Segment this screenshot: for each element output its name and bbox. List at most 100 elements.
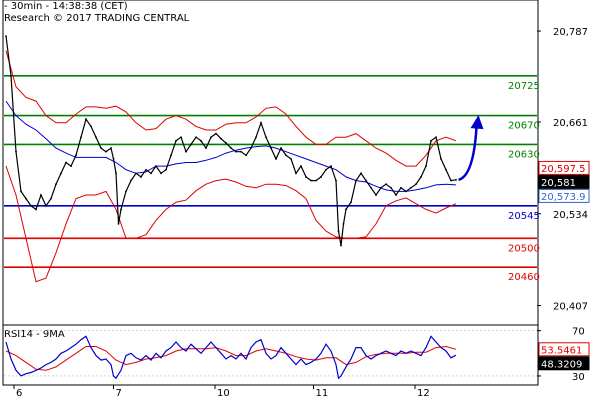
price-point bbox=[215, 132, 217, 135]
rsi-tag-rsi_ma-box bbox=[538, 342, 590, 357]
price-point bbox=[375, 194, 377, 196]
price-point bbox=[220, 137, 222, 140]
axis-group: 20,787 20,661 20,534 20,407 70 30 bbox=[537, 27, 588, 383]
price-point bbox=[425, 165, 427, 168]
price-point bbox=[95, 136, 97, 139]
x-axis-label-12: 12 bbox=[417, 388, 430, 399]
price-point bbox=[420, 176, 422, 178]
value-tags-group: 20,597.5 20,581 20,573.9 53.5461 48.3209 bbox=[538, 160, 590, 371]
price-point bbox=[405, 190, 407, 193]
forecast-arrow-head bbox=[470, 115, 484, 130]
price-point bbox=[135, 172, 137, 175]
level-label-20460: 20460 bbox=[508, 272, 540, 283]
price-tag-ma_label-label: 20,573.9 bbox=[541, 192, 586, 203]
price-tag-last-box bbox=[538, 174, 590, 189]
chart-timeframe-label: - 30min - 14:38:38 (CET) bbox=[4, 1, 128, 12]
price-point bbox=[200, 139, 202, 142]
price-tag-price_label-label: 20,597.5 bbox=[541, 164, 586, 175]
price-point bbox=[70, 165, 72, 168]
rsi-title: RSI14 - 9MA bbox=[4, 329, 65, 340]
price-point bbox=[342, 222, 345, 225]
price-series-line bbox=[5, 36, 457, 246]
price-point bbox=[315, 179, 317, 182]
price-point bbox=[60, 172, 62, 175]
x-axis-label-6: 6 bbox=[16, 388, 22, 399]
price-point bbox=[185, 150, 187, 153]
price-point bbox=[450, 179, 452, 182]
copyright-label: Research © 2017 TRADING CENTRAL bbox=[4, 13, 190, 24]
price-axis-label-20,407: 20,407 bbox=[553, 302, 588, 313]
price-point bbox=[110, 147, 112, 149]
price-point bbox=[250, 147, 252, 149]
price-point bbox=[205, 147, 207, 149]
level-label-20670: 20670 bbox=[508, 121, 540, 132]
level-label-20725: 20725 bbox=[508, 81, 540, 92]
level-label-20630: 20630 bbox=[508, 149, 540, 160]
price-point bbox=[295, 172, 297, 175]
price-axis-label-20,534: 20,534 bbox=[553, 210, 588, 221]
price-point bbox=[385, 183, 387, 186]
x-axis-label-10: 10 bbox=[217, 388, 230, 399]
price-point bbox=[390, 186, 392, 189]
price-point bbox=[20, 190, 22, 193]
price-tag-price_label-box bbox=[538, 160, 590, 175]
price-point bbox=[290, 157, 292, 160]
rsi-line bbox=[5, 335, 457, 380]
price-point bbox=[365, 179, 367, 182]
price-point bbox=[225, 142, 227, 144]
x-axis-label-11: 11 bbox=[316, 388, 329, 399]
price-point bbox=[370, 186, 372, 189]
price-point bbox=[130, 179, 132, 182]
price-point bbox=[175, 139, 177, 142]
price-point bbox=[230, 147, 232, 149]
price-point bbox=[395, 194, 397, 196]
price-point bbox=[65, 161, 67, 164]
moving-average-line bbox=[5, 100, 457, 192]
price-group bbox=[5, 35, 457, 247]
price-point bbox=[85, 118, 87, 121]
price-point bbox=[435, 136, 437, 139]
price-point bbox=[340, 244, 342, 247]
price-point bbox=[400, 186, 402, 189]
price-axis-label-20,787: 20,787 bbox=[553, 27, 588, 38]
price-point bbox=[160, 172, 162, 175]
price-point bbox=[105, 150, 107, 153]
bollinger-lower-line bbox=[5, 165, 457, 283]
rsi-tag-rsi-box bbox=[538, 356, 590, 371]
price-point bbox=[330, 165, 332, 168]
price-point bbox=[100, 147, 102, 149]
price-point bbox=[75, 154, 77, 157]
rsi-tag-rsi-label: 48.3209 bbox=[541, 359, 582, 370]
price-point bbox=[415, 183, 417, 186]
price-point bbox=[150, 172, 152, 175]
price-point bbox=[350, 201, 352, 204]
price-point bbox=[5, 35, 7, 38]
price-axis-label-20,661: 20,661 bbox=[553, 118, 588, 129]
rsi-group bbox=[4, 330, 537, 380]
price-point bbox=[30, 204, 32, 207]
x-axis-group: 6 7 10 11 12 bbox=[13, 385, 430, 399]
price-point bbox=[117, 222, 120, 225]
forecast-arrow-group bbox=[457, 115, 484, 182]
price-point bbox=[10, 74, 12, 77]
price-point bbox=[195, 136, 197, 139]
price-point bbox=[245, 154, 247, 157]
price-point bbox=[115, 172, 117, 175]
price-point bbox=[255, 136, 257, 139]
moving-average-group bbox=[5, 100, 457, 192]
price-point bbox=[210, 136, 212, 139]
price-point bbox=[270, 147, 272, 149]
price-point bbox=[265, 136, 267, 139]
price-point bbox=[455, 178, 457, 181]
price-point bbox=[50, 197, 52, 200]
price-point bbox=[125, 190, 127, 193]
price-point bbox=[285, 154, 287, 157]
price-point bbox=[360, 172, 362, 175]
x-axis-label-7: 7 bbox=[116, 388, 122, 399]
forecast-arrow-shaft bbox=[457, 127, 478, 182]
price-point bbox=[145, 168, 147, 171]
price-point bbox=[45, 204, 47, 207]
price-point bbox=[155, 165, 157, 168]
